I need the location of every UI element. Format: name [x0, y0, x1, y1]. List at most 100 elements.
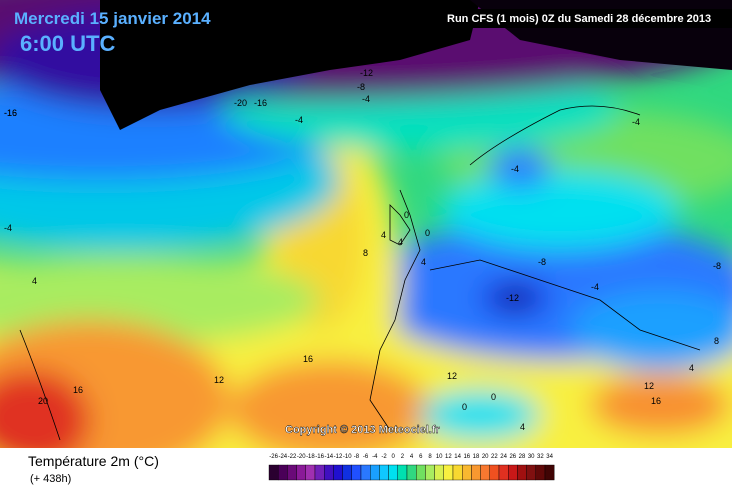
scale-label: -16 [315, 454, 324, 460]
run-info: Run CFS (1 mois) 0Z du Samedi 28 décembr… [447, 13, 711, 25]
scale-label: 0 [392, 454, 396, 460]
scale-swatch [471, 464, 481, 481]
legend-lead: (+ 438h) [30, 473, 71, 485]
scale-swatch [443, 464, 454, 481]
contour-label: 16 [303, 354, 313, 364]
scale-label: -10 [343, 454, 352, 460]
coastlines [19, 105, 701, 441]
scale-swatch [544, 464, 555, 481]
scale-swatch [462, 464, 472, 481]
scale-label: -6 [363, 454, 369, 460]
scale-label: 26 [509, 454, 516, 460]
contour-label: 16 [651, 396, 661, 406]
scale-label: 14 [454, 454, 461, 460]
scale-label: 22 [491, 454, 498, 460]
run-box [442, 9, 732, 28]
scale-label: 32 [537, 454, 544, 460]
scale-swatch [416, 464, 426, 481]
contour-label: -16 [254, 98, 267, 108]
scale-swatch [379, 464, 389, 481]
scale-label: 28 [519, 454, 526, 460]
scale-label: -4 [372, 454, 378, 460]
contour-label: -16 [4, 108, 17, 118]
contour-label: 8 [714, 336, 719, 346]
scale-swatch [314, 464, 325, 481]
scale-swatch [535, 464, 546, 481]
contour-label: 16 [73, 385, 83, 395]
contour-label: -16 [4, 108, 17, 118]
scale-label: -26 [269, 454, 278, 460]
scale-swatch [425, 464, 435, 481]
greenland-dark [100, 0, 480, 130]
scale-label: 8 [428, 454, 432, 460]
scale-label: 16 [463, 454, 470, 460]
contour-label: 4 [32, 276, 37, 286]
contour-label: -12 [360, 68, 373, 78]
contour-label: -4 [591, 282, 599, 292]
contour-label: -4 [511, 164, 519, 174]
scale-swatch [351, 464, 362, 481]
contour-label: -4 [632, 117, 640, 127]
scale-label: 18 [473, 454, 480, 460]
contour-label: 12 [214, 375, 224, 385]
scale-label: -18 [306, 454, 315, 460]
scale-swatch [360, 464, 371, 481]
scale-swatch [508, 464, 518, 481]
scale-label: -24 [278, 454, 287, 460]
scale-label: -14 [324, 454, 333, 460]
scale-swatch [287, 464, 297, 481]
scale-swatch [333, 464, 343, 481]
scale-label: 30 [528, 454, 535, 460]
scale-swatch [434, 464, 445, 481]
scale-swatch [517, 464, 527, 481]
scale-label: -22 [288, 454, 297, 460]
contour-label: -20 [234, 98, 247, 108]
scale-swatch [296, 464, 307, 481]
contour-label: -8 [357, 82, 365, 92]
contour-label: -4 [295, 115, 303, 125]
scale-swatch [498, 464, 509, 481]
contour-label: 0 [425, 228, 430, 238]
scale-swatch [278, 464, 288, 481]
scale-swatch [397, 464, 408, 481]
copyright: Copyright © 2013 Meteociel.fr [285, 424, 441, 436]
contour-label: 4 [398, 237, 403, 247]
contour-label: 4 [520, 422, 525, 432]
scale-label: 6 [419, 454, 423, 460]
contour-label: 12 [447, 371, 457, 381]
scale-label: 20 [482, 454, 489, 460]
legend-title: Température 2m (°C) [28, 453, 159, 469]
contour-label: 4 [381, 230, 386, 240]
scale-swatch [305, 464, 316, 481]
scale-label: -8 [354, 454, 360, 460]
contour-label: 20 [38, 396, 48, 406]
contour-label: -4 [362, 94, 370, 104]
contour-label: 12 [644, 381, 654, 391]
time-title: 6:00 UTC [20, 31, 115, 56]
contour-label: -8 [713, 261, 721, 271]
scale-label: -20 [297, 454, 306, 460]
contour-label: -8 [538, 257, 546, 267]
contour-label: 8 [363, 248, 368, 258]
scale-swatch [452, 464, 463, 481]
color-scale: -26 -24 -22 -20 -18 -16 -14 -12 -10 -8 -6 -4 -2 0 2 4 6 8… [268, 454, 555, 481]
scale-label: 24 [500, 454, 507, 460]
scale-label: -12 [334, 454, 343, 460]
scale-label: 10 [436, 454, 443, 460]
scale-swatch [370, 464, 380, 481]
contour-label: 0 [462, 402, 467, 412]
scale-swatch [324, 464, 334, 481]
scale-swatch [406, 464, 417, 481]
contour-label: 0 [404, 210, 409, 220]
contour-label: 0 [491, 392, 496, 402]
scale-label: 12 [445, 454, 452, 460]
scale-swatch [342, 464, 353, 481]
contour-label: -4 [4, 223, 12, 233]
scale-swatch [480, 464, 491, 481]
contour-labels: -12 -8 -4 -20 -16 -16 -4 -4 -4 0 4 0 4 8 4 -8 -8 -4 -12 12 1… [4, 68, 721, 432]
contour-label: 4 [689, 363, 694, 373]
scale-label: 2 [401, 454, 405, 460]
scale-swatch [268, 464, 279, 481]
